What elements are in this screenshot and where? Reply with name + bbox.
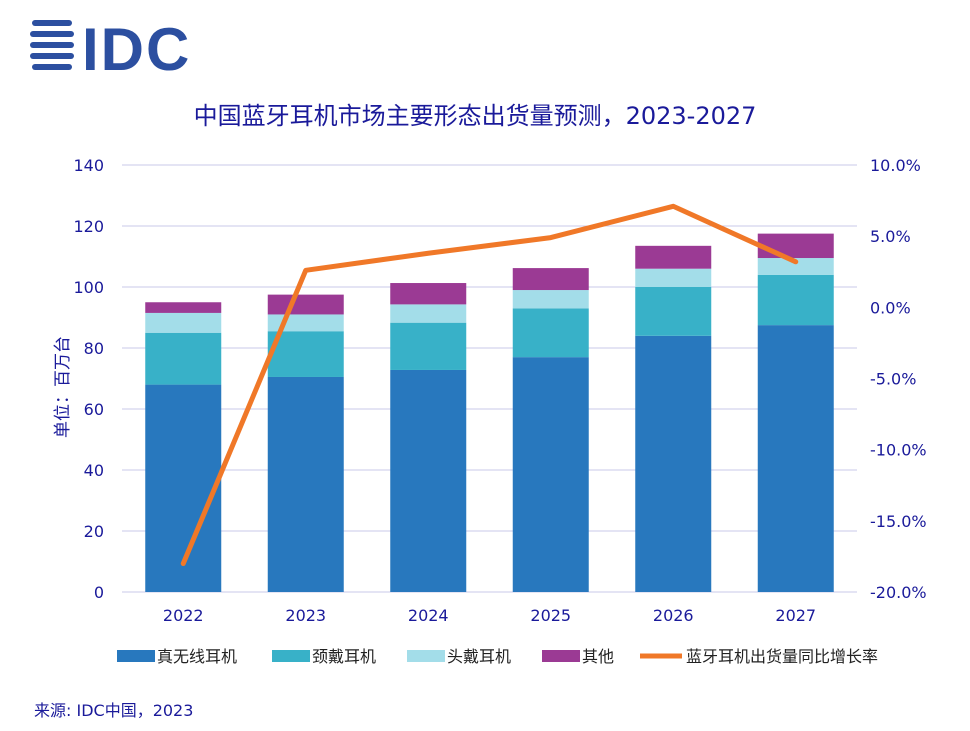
legend-label: 其他 — [582, 647, 614, 666]
bar-segment — [390, 369, 467, 592]
legend-label: 蓝牙耳机出货量同比增长率 — [686, 647, 878, 666]
bar-segment — [390, 304, 467, 323]
y-tick-label: 20 — [84, 522, 104, 541]
x-tick-label: 2026 — [653, 606, 694, 625]
bar-segment — [145, 302, 222, 313]
bar-segment — [757, 325, 834, 592]
x-tick-label: 2024 — [408, 606, 449, 625]
legend-swatch — [117, 650, 155, 662]
y-tick-label: 0 — [94, 583, 104, 602]
x-tick-label: 2025 — [530, 606, 571, 625]
bar-segment — [757, 258, 834, 275]
x-tick-label: 2022 — [163, 606, 204, 625]
bar-segment — [145, 332, 222, 385]
bar-segment — [635, 287, 712, 336]
chart-title: 中国蓝牙耳机市场主要形态出货量预测，2023-2027 — [193, 102, 757, 130]
idc-logo: IDC — [30, 16, 191, 80]
y-tick-label: 60 — [84, 400, 104, 419]
bar-segment — [635, 245, 712, 269]
legend-swatch — [407, 650, 445, 662]
y-tick-label: 140 — [73, 156, 104, 175]
y2-tick-label: -10.0% — [870, 441, 927, 460]
x-tick-label: 2023 — [285, 606, 326, 625]
y2-tick-label: -20.0% — [870, 583, 927, 602]
bar-segment — [757, 274, 834, 326]
globe-icon — [30, 20, 74, 70]
legend-swatch — [542, 650, 580, 662]
legend-swatch — [272, 650, 310, 662]
bar-segment — [635, 268, 712, 287]
source-note: 来源: IDC中国，2023 — [34, 701, 194, 720]
legend-label: 颈戴耳机 — [312, 647, 376, 666]
logo-text: IDC — [82, 16, 191, 80]
bar-segment — [390, 283, 467, 305]
y-tick-label: 120 — [73, 217, 104, 236]
y2-tick-label: -15.0% — [870, 512, 927, 531]
bar-segment — [512, 290, 589, 309]
bar-segment — [267, 331, 344, 377]
y2-tick-label: -5.0% — [870, 370, 916, 389]
bar-segment — [757, 233, 834, 259]
bar-segment — [512, 357, 589, 592]
y-tick-label: 100 — [73, 278, 104, 297]
bar-segment — [145, 312, 222, 333]
growth-rate-line — [180, 203, 799, 567]
y2-tick-label: 5.0% — [870, 227, 911, 246]
bar-segment — [635, 335, 712, 592]
legend-label: 头戴耳机 — [447, 647, 511, 666]
legend-label: 真无线耳机 — [157, 647, 237, 666]
bar-segment — [390, 322, 467, 370]
bar-segment — [267, 294, 344, 315]
y-axis-label: 单位：百万台 — [53, 336, 73, 438]
bar-segment — [267, 376, 344, 592]
bar-segment — [512, 268, 589, 291]
y-tick-label: 80 — [84, 339, 104, 358]
bar-segment — [512, 308, 589, 358]
x-tick-label: 2027 — [775, 606, 816, 625]
y-tick-label: 40 — [84, 461, 104, 480]
y2-tick-label: 0.0% — [870, 298, 911, 317]
y2-tick-label: 10.0% — [870, 156, 921, 175]
